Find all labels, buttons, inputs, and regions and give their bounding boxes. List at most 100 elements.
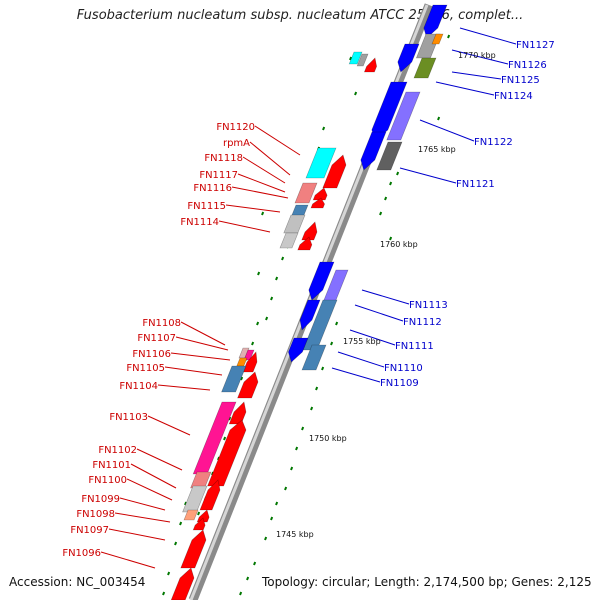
- leader-line: [126, 478, 173, 501]
- gene-label: FN1116: [193, 183, 232, 194]
- label-lines: [100, 27, 517, 569]
- gene-label: FN1124: [494, 91, 533, 102]
- gene-FN1106: [236, 357, 248, 367]
- scale-tick: [315, 386, 319, 391]
- gene-label: FN1120: [216, 122, 255, 133]
- leader-line: [361, 289, 410, 305]
- gene-label: FN1110: [384, 363, 423, 374]
- scale-tick: [270, 516, 274, 521]
- gene-FN1098b: [192, 517, 206, 531]
- gene-FN1100b: [199, 479, 221, 511]
- gene-label: FN1108: [142, 318, 181, 329]
- leader-line: [237, 173, 286, 193]
- gene-FN1103b: [228, 401, 247, 425]
- gene-labels: FN1120 rpmA FN1118 FN1117 FN1116 FN1115 FN1114…: [62, 40, 554, 559]
- leader-line: [164, 366, 223, 376]
- scale-tick: [184, 501, 188, 506]
- gene-label: rpmA: [223, 138, 250, 149]
- gene-FN1113a: [279, 232, 299, 249]
- leader-line: [242, 156, 286, 184]
- gene-label: FN1099: [81, 494, 120, 505]
- scale-tick: [396, 171, 400, 176]
- leader-line: [399, 167, 457, 184]
- gene-FN1097: [180, 529, 207, 569]
- scale-tick: [284, 486, 288, 491]
- gene-small-grey: [356, 53, 369, 67]
- gene-label: FN1117: [199, 170, 238, 181]
- gene-label: FN1109: [380, 378, 419, 389]
- gene-FN1124: [397, 43, 420, 73]
- scale-tick: [389, 236, 393, 241]
- gene-label: FN1104: [119, 381, 158, 392]
- map-title: Fusobacterium nucleatum subsp. nucleatum…: [76, 8, 524, 23]
- gene-FN1113c: [297, 236, 313, 251]
- scale-tick: [295, 446, 299, 451]
- gene-FN1121: [360, 131, 387, 171]
- scale-tick: [265, 316, 269, 321]
- gene-label: FN1115: [187, 201, 226, 212]
- leader-line: [108, 528, 166, 541]
- scale-tick: [256, 321, 260, 326]
- scale-tick: [389, 181, 393, 186]
- gene-label: FN1100: [88, 475, 127, 486]
- leader-line: [114, 512, 171, 523]
- gene-FN1125: [413, 57, 437, 79]
- gene-label: FN1102: [98, 445, 137, 456]
- gene-FN1122b: [386, 91, 421, 141]
- gene-FN1120: [305, 147, 337, 179]
- scale-tick: [179, 521, 183, 526]
- gene-FN1126b: [431, 33, 444, 45]
- leader-line: [419, 119, 475, 142]
- gene-label: FN1112: [403, 317, 442, 328]
- gene-label: FN1105: [126, 363, 165, 374]
- scale-tick: [240, 376, 244, 381]
- leader-line: [100, 551, 156, 569]
- gene-FN1114: [283, 214, 306, 234]
- leader-line: [337, 351, 385, 368]
- scale-tick: [275, 501, 279, 506]
- leader-line: [180, 321, 226, 346]
- gene-FN1127: [423, 4, 448, 39]
- scale-tick: [437, 116, 441, 121]
- gene-label: FN1111: [395, 341, 434, 352]
- scale-tick: [197, 511, 201, 516]
- gene-label: FN1121: [456, 179, 495, 190]
- scale-tick: [335, 321, 339, 326]
- gene-rpmA: [322, 154, 347, 189]
- leader-line: [157, 384, 211, 391]
- gene-label: FN1114: [180, 217, 219, 228]
- leader-line: [119, 497, 166, 511]
- leader-line: [451, 71, 502, 80]
- gene-label: FN1103: [109, 412, 148, 423]
- scale-label: 1750 kbp: [309, 434, 347, 443]
- gene-label: FN1106: [132, 349, 171, 360]
- leader-line: [459, 27, 517, 45]
- scale-label: 1770 kbp: [458, 51, 496, 60]
- gene-FN1105: [221, 365, 247, 393]
- scale-tick: [270, 296, 274, 301]
- scale-tick: [261, 211, 265, 216]
- scale-label: 1760 kbp: [380, 240, 418, 249]
- gene-label: FN1101: [92, 460, 131, 471]
- scale-tick: [384, 196, 388, 201]
- scale-tick: [379, 211, 383, 216]
- scale-tick: [257, 271, 261, 276]
- leader-line: [354, 304, 404, 322]
- leader-line: [170, 352, 231, 361]
- gene-FN1109b: [301, 344, 327, 371]
- leader-line: [435, 81, 495, 96]
- scale-tick: [321, 366, 325, 371]
- leader-line: [249, 141, 291, 176]
- leader-line: [218, 220, 271, 233]
- scale-label: 1745 kbp: [276, 530, 314, 539]
- leader-line: [147, 415, 191, 436]
- leader-line: [331, 367, 381, 383]
- gene-label: FN1126: [508, 60, 547, 71]
- scale-tick: [349, 56, 353, 61]
- gene-FN1118: [294, 182, 318, 204]
- scale-label: 1755 kbp: [343, 337, 381, 346]
- scale-tick: [228, 416, 232, 421]
- gene-FN1121b: [376, 141, 403, 171]
- scale-tick: [290, 466, 294, 471]
- gene-FN1109: [288, 337, 309, 363]
